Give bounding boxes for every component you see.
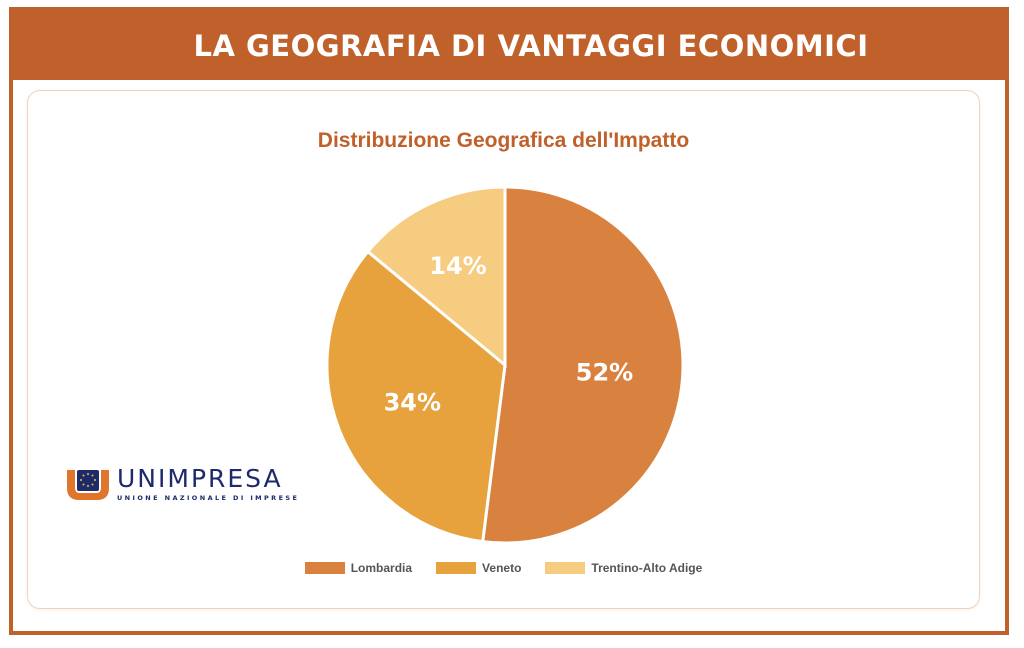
chart-card: Distribuzione Geografica dell'Impatto 52… [27, 90, 980, 609]
legend-item-veneto: Veneto [436, 561, 521, 575]
page-title: LA GEOGRAFIA DI VANTAGGI ECONOMICI [193, 28, 869, 63]
legend-label-veneto: Veneto [482, 561, 522, 575]
pie-chart: 52% 34% 14% [325, 185, 685, 545]
legend-swatch-veneto [436, 562, 477, 574]
legend-item-lombardia: Lombardia [304, 561, 413, 575]
pie-label-lombardia: 52% [576, 358, 633, 386]
unimpresa-logo: UNIMPRESA UNIONE NAZIONALE DI IMPRESE [65, 464, 325, 506]
logo-subtitle: UNIONE NAZIONALE DI IMPRESE [117, 494, 300, 502]
legend-item-trentino: Trentino-Alto Adige [545, 561, 702, 575]
legend-swatch-trentino [545, 562, 586, 574]
pie-slice-trentino [365, 185, 507, 369]
logo-wordmark: UNIMPRESA [117, 464, 283, 493]
pie-label-veneto: 34% [384, 389, 441, 417]
pie-label-trentino: 14% [429, 252, 486, 280]
pie-slice-veneto [325, 249, 507, 544]
pie-slice-lombardia [481, 185, 685, 545]
unimpresa-logo-mark-icon [67, 470, 109, 500]
slide-frame: LA GEOGRAFIA DI VANTAGGI ECONOMICI Distr… [9, 7, 1009, 635]
header-banner: LA GEOGRAFIA DI VANTAGGI ECONOMICI [13, 11, 1005, 80]
legend-label-lombardia: Lombardia [350, 561, 413, 575]
legend-swatch-lombardia [304, 562, 345, 574]
chart-legend: Lombardia Veneto Trentino-Alto Adige [28, 561, 979, 575]
legend-label-trentino: Trentino-Alto Adige [591, 561, 703, 575]
chart-title: Distribuzione Geografica dell'Impatto [317, 129, 690, 152]
